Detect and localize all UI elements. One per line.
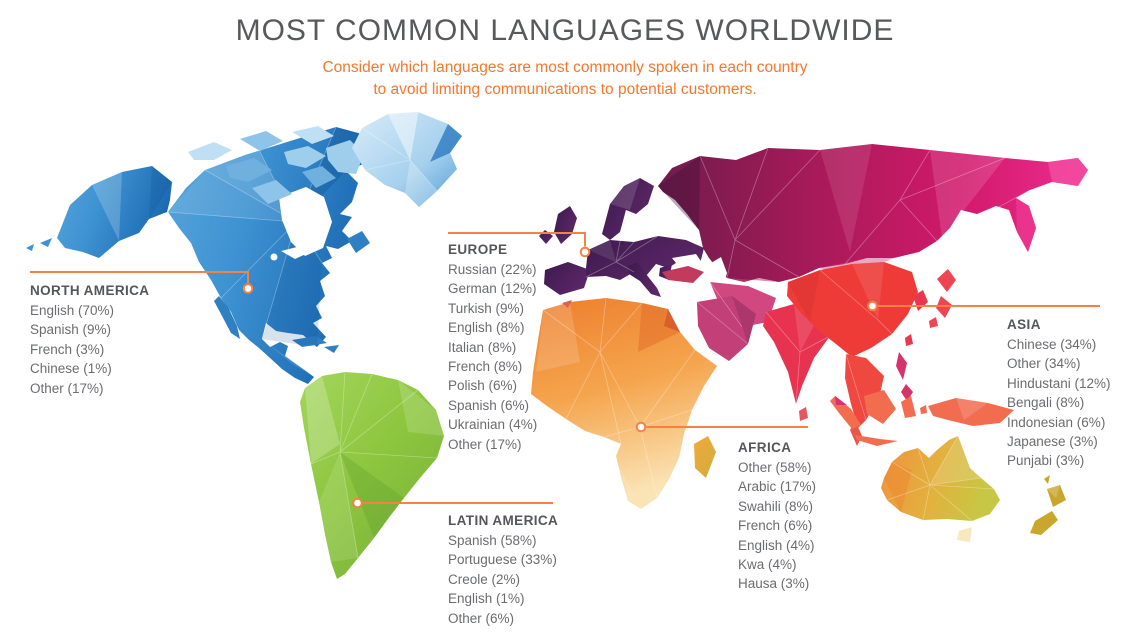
region-block-north-america: NORTH AMERICA English (70%) Spanish (9%) F… [30,281,149,398]
language-item: Russian (22%) [448,262,537,277]
page-subtitle: Consider which languages are most common… [0,57,1130,101]
language-item: Japanese (3%) [1007,434,1098,450]
map-region-australia [881,435,1066,542]
language-item: German (12%) [448,281,537,297]
language-item: Kwa (4%) [738,557,797,573]
language-list: Other (58%) Arabic (17%) Swahili (8%) Frenc… [738,458,816,594]
language-item: Indonesian (6%) [1007,414,1106,430]
map-region-middle-east [662,266,776,361]
leader-lines [30,232,1100,509]
language-item: Portuguese (33%) [448,552,557,568]
region-title: LATIN AMERICA [448,513,559,528]
map-region-south-america [300,371,444,579]
map-region-north-america [26,126,370,384]
language-item: Other (34%) [1007,356,1081,372]
map-region-africa [531,297,717,509]
language-item: Chinese (34%) [1007,337,1097,352]
leader-dot-africa [635,421,647,433]
region-block-europe: EUROPE Russian (22%) German (12%) Turkish … [448,240,537,454]
language-item: English (4%) [738,537,815,553]
language-item: Spanish (9%) [30,322,112,338]
region-block-africa: AFRICA Other (58%) Arabic (17%) Swahili (8… [738,438,816,594]
region-title: AFRICA [738,440,792,455]
leader-dot-europe [579,246,591,258]
leader-line-europe [448,232,586,247]
region-block-asia: ASIA Chinese (34%) Other (34%) Hindustani … [1007,315,1111,471]
map-region-europe [539,178,704,297]
language-list: Chinese (34%) Other (34%) Hindustani (12%)… [1007,335,1111,471]
leader-dot-north-america [242,283,254,294]
language-item: Polish (6%) [448,378,518,394]
language-item: Other (58%) [738,460,812,475]
language-item: Chinese (1%) [30,361,112,377]
language-item: Spanish (6%) [448,397,530,413]
language-item: Other (6%) [448,610,515,626]
page-title: MOST COMMON LANGUAGES WORLDWIDE [235,14,895,47]
map-region-indonesia [830,390,1014,446]
leader-dot-asia [867,300,878,312]
language-item: Hausa (3%) [738,576,810,592]
language-item: Bengali (8%) [1007,395,1085,411]
region-title: EUROPE [448,242,508,257]
leader-line-north-america [30,271,249,283]
map-region-russia-north-asia [658,144,1088,301]
page-subtitle-line1: Consider which languages are most common… [322,59,808,76]
region-title: ASIA [1007,317,1041,332]
language-item: Swahili (8%) [738,498,814,514]
language-item: French (6%) [738,518,813,534]
language-item: Other (17%) [30,380,104,396]
language-item: Ukrainian (4%) [448,417,538,433]
map-region-greenland-arctic [188,111,462,207]
region-title: NORTH AMERICA [30,283,150,298]
leader-dot-latin-america [352,497,363,509]
language-item: English (70%) [30,303,115,318]
language-item: Spanish (58%) [448,533,537,548]
language-item: English (1%) [448,591,525,607]
language-item: Hindustani (12%) [1007,375,1111,391]
language-item: French (3%) [30,341,105,357]
language-item: Creole (2%) [448,571,521,587]
language-item: Turkish (9%) [448,300,525,316]
language-item: Italian (8%) [448,339,517,355]
language-item: Other (17%) [448,436,522,452]
language-list: Spanish (58%) Portuguese (33%) Creole (2%)… [448,531,558,628]
language-item: French (8%) [448,359,523,375]
language-list: English (70%) Spanish (9%) French (3%) Chin… [30,301,149,398]
language-item: Punjabi (3%) [1007,453,1085,469]
language-list: Russian (22%) German (12%) Turkish (9%) Eng… [448,260,537,454]
region-block-latin-america: LATIN AMERICA Spanish (58%) Portuguese (3… [448,511,558,628]
language-item: Arabic (17%) [738,479,817,495]
map-region-east-asia [787,262,956,446]
page-subtitle-line2: to avoid limiting communications to pote… [373,81,757,98]
language-item: English (8%) [448,320,525,336]
